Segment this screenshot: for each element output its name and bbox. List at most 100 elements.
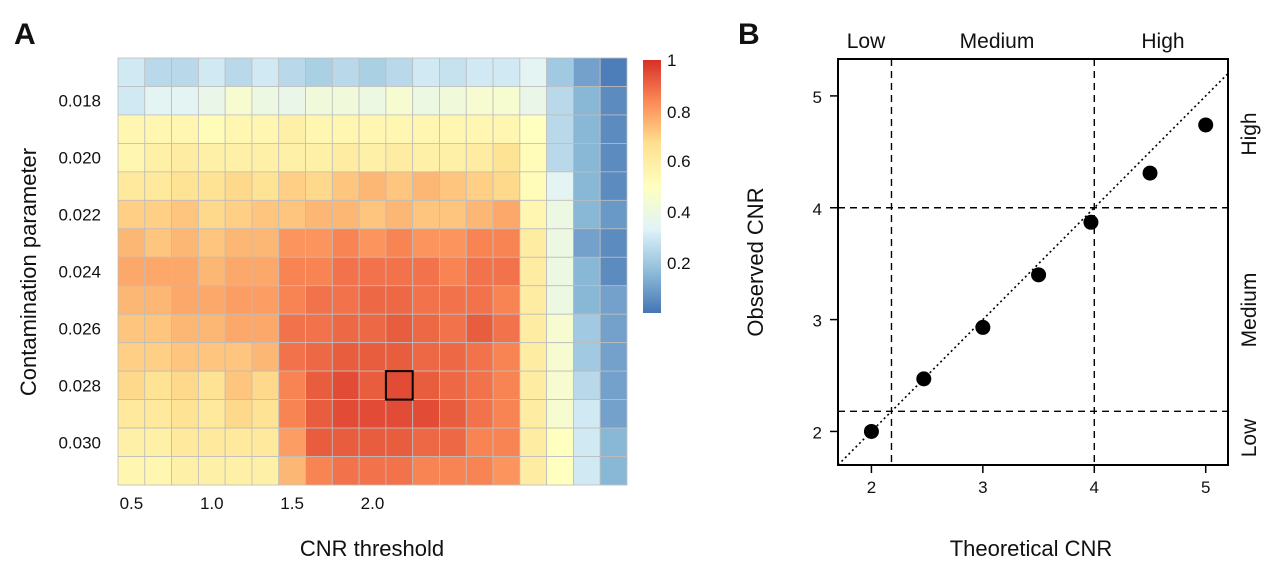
heatmap-cell (492, 86, 521, 116)
heatmap-cell (492, 427, 521, 457)
heatmap-cell (278, 399, 306, 429)
heatmap-cell (385, 114, 414, 144)
heatmap-cell (144, 256, 172, 287)
heatmap-cell (251, 456, 280, 486)
heatmap-cell (546, 228, 574, 258)
heatmap-y-tick-label: 0.018 (58, 92, 101, 111)
right-region-low: Low (1238, 418, 1261, 457)
heatmap-cell (251, 427, 280, 457)
heatmap-cell (278, 86, 306, 116)
heatmap-y-tick-label: 0.030 (58, 433, 101, 452)
heatmap-cell (331, 399, 360, 429)
heatmap-cell (546, 114, 574, 144)
heatmap-cell (197, 228, 226, 258)
heatmap-cell (278, 199, 306, 230)
right-region-high: High (1238, 112, 1261, 155)
heatmap-cell (278, 342, 306, 372)
heatmap-cell (224, 399, 253, 429)
heatmap-cell (224, 86, 253, 116)
heatmap-cell (492, 370, 521, 400)
heatmap-cell (251, 370, 280, 400)
scatter-plot-frame (837, 58, 1229, 466)
heatmap-cell (599, 57, 628, 87)
heatmap-cell (519, 86, 548, 116)
heatmap-cell (197, 256, 226, 287)
heatmap-cell (412, 114, 440, 144)
heatmap-cell (385, 370, 414, 400)
colorbar (643, 60, 661, 313)
panel-a-letter: A (14, 18, 36, 51)
heatmap-cell (144, 427, 172, 457)
heatmap-cell (439, 199, 467, 230)
heatmap-cell (117, 256, 146, 287)
heatmap-cell (331, 57, 360, 87)
heatmap-cell (278, 142, 306, 173)
heatmap-cell (492, 456, 521, 486)
heatmap-cell (224, 228, 253, 258)
right-region-medium: Medium (1238, 273, 1261, 348)
scatter-point (1083, 214, 1099, 230)
heatmap-cell (412, 256, 440, 287)
heatmap-cell (171, 86, 199, 116)
heatmap-cell (492, 313, 521, 344)
heatmap-cell (305, 285, 333, 315)
heatmap-y-tick-label: 0.028 (58, 376, 101, 395)
colorbar-tick-0.6: 0.6 (667, 152, 691, 171)
heatmap-cell (599, 285, 628, 315)
heatmap-cell (599, 86, 628, 116)
heatmap-cell (358, 342, 387, 372)
heatmap-cell (278, 171, 306, 201)
heatmap-cell (117, 342, 146, 372)
heatmap-cell (546, 142, 574, 173)
heatmap-cell (573, 86, 601, 116)
heatmap-cell (224, 313, 253, 344)
heatmap-cell (197, 171, 226, 201)
heatmap-cell (358, 456, 387, 486)
heatmap-cell (117, 199, 146, 230)
heatmap-cell (117, 399, 146, 429)
scatter-point (975, 319, 991, 335)
heatmap-cell (573, 313, 601, 344)
heatmap-cell (465, 313, 494, 344)
heatmap-cell (465, 456, 494, 486)
heatmap-cell (144, 86, 172, 116)
heatmap-cell (331, 171, 360, 201)
heatmap-grid (117, 57, 628, 486)
heatmap-cell (519, 228, 548, 258)
heatmap-cell (492, 142, 521, 173)
heatmap-cell (573, 142, 601, 173)
heatmap-cell (599, 142, 628, 173)
heatmap-cell (251, 342, 280, 372)
heatmap-cell (331, 370, 360, 400)
heatmap-x-tick-label: 2.0 (361, 494, 385, 513)
heatmap-cell (331, 342, 360, 372)
heatmap-cell (251, 313, 280, 344)
heatmap-cell (546, 342, 574, 372)
heatmap-cell (171, 285, 199, 315)
heatmap-y-tick-label: 0.026 (58, 319, 101, 338)
heatmap-cell (412, 285, 440, 315)
heatmap-cell (224, 199, 253, 230)
heatmap-cell (224, 142, 253, 173)
heatmap-cell (546, 171, 574, 201)
heatmap-cell (224, 370, 253, 400)
heatmap-cell (385, 342, 414, 372)
heatmap-cell (251, 114, 280, 144)
heatmap-cell (599, 456, 628, 486)
heatmap-cell (117, 456, 146, 486)
heatmap-cell (144, 199, 172, 230)
heatmap-cell (305, 57, 333, 87)
heatmap-cell (251, 399, 280, 429)
heatmap-cell (224, 456, 253, 486)
heatmap-cell (331, 285, 360, 315)
highlighted-cell (384, 370, 414, 401)
heatmap-x-tick-label: 0.5 (120, 494, 144, 513)
heatmap-cell (251, 228, 280, 258)
heatmap-cell (358, 171, 387, 201)
heatmap-cell (465, 427, 494, 457)
heatmap-cell (278, 370, 306, 400)
heatmap-cell (331, 256, 360, 287)
scatter-point (863, 423, 879, 439)
heatmap-cell (573, 114, 601, 144)
heatmap-cell (305, 399, 333, 429)
